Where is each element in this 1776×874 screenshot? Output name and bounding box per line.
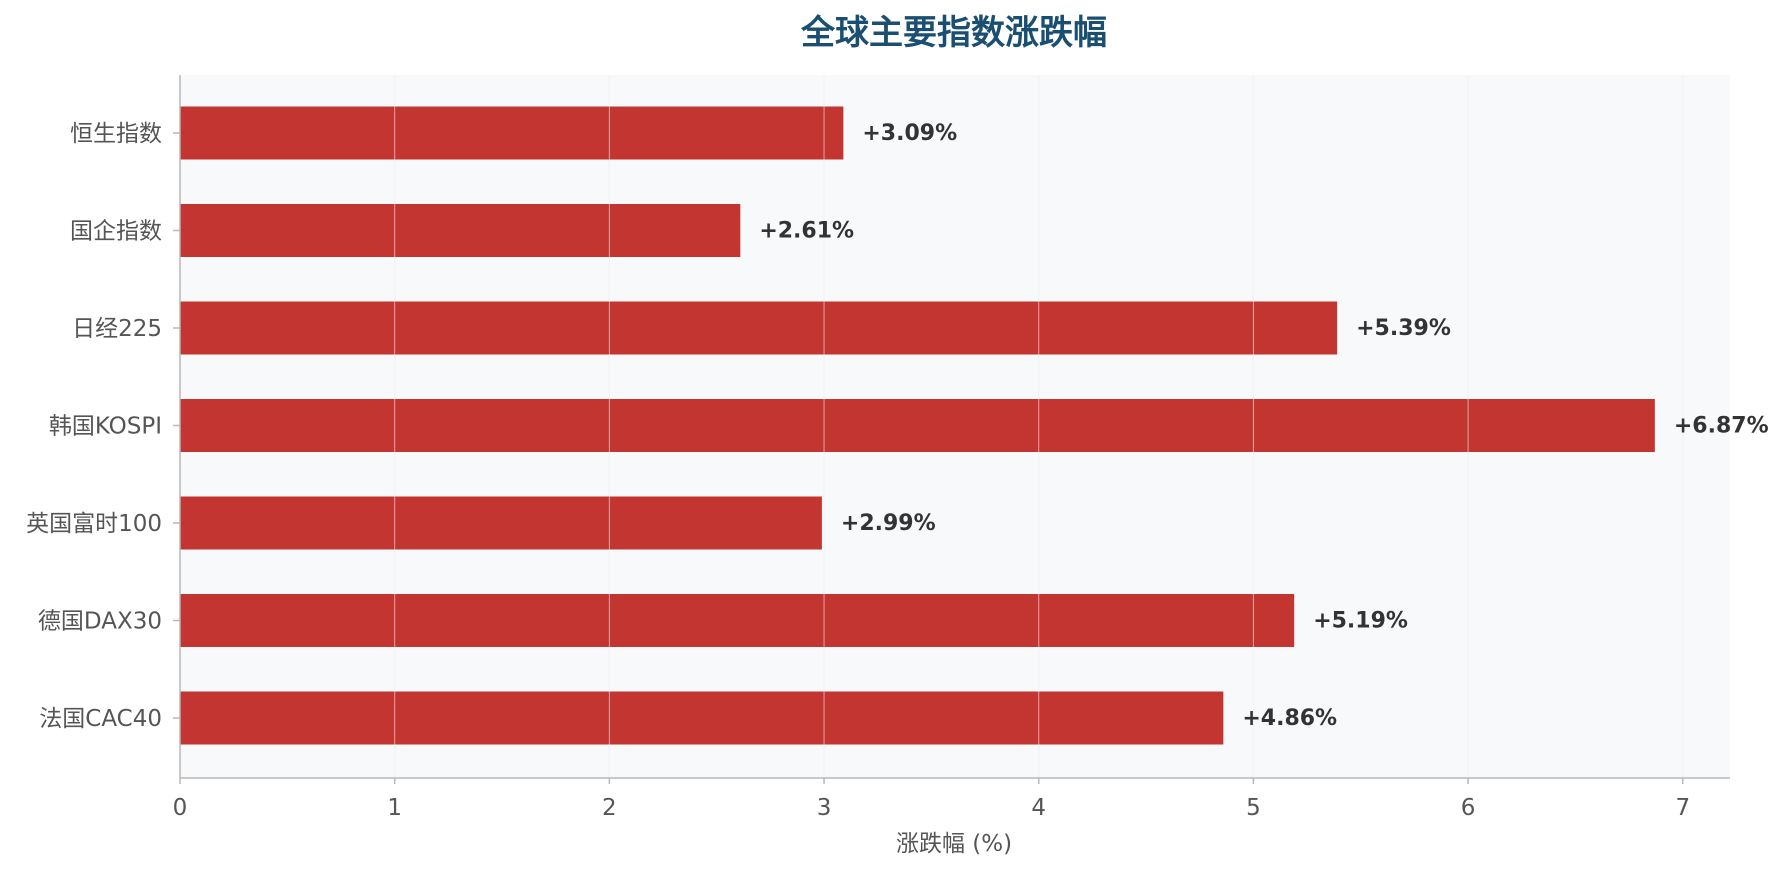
- y-tick-label: 法国CAC40: [39, 706, 162, 732]
- data-labels: +3.09% +2.61% +5.39% +6.87% +2.99% +5.19% +4.8…: [759, 121, 1768, 731]
- data-label: +6.87%: [1674, 414, 1769, 439]
- bar: [180, 691, 1224, 745]
- bar: [180, 399, 1655, 452]
- x-tick-label: 3: [817, 795, 832, 821]
- bar: [180, 594, 1295, 647]
- x-tick-label: 1: [387, 795, 402, 821]
- data-label: +5.19%: [1313, 609, 1408, 634]
- chart-title: 全球主要指数涨跌幅: [800, 13, 1107, 53]
- data-label: +2.99%: [841, 511, 936, 536]
- y-tick-label: 恒生指数: [70, 121, 162, 147]
- x-tick-label: 6: [1461, 795, 1476, 821]
- grid-lines-over-bars: [394, 75, 1684, 778]
- x-tick-labels: 0 1 2 3 4 5 6 7: [173, 778, 1690, 821]
- bar: [180, 106, 844, 160]
- x-tick-label: 4: [1031, 795, 1046, 821]
- y-tick-label: 国企指数: [70, 219, 162, 245]
- y-tick-label: 韩国KOSPI: [49, 414, 162, 440]
- bar: [180, 496, 822, 550]
- bar: [180, 204, 741, 257]
- data-label: +4.86%: [1242, 706, 1337, 731]
- data-label: +2.61%: [759, 219, 854, 244]
- y-tick-label: 英国富时100: [26, 511, 162, 537]
- x-tick-label: 7: [1675, 795, 1690, 821]
- bars: [180, 106, 1655, 745]
- y-tick-label: 德国DAX30: [38, 609, 162, 635]
- data-label: +5.39%: [1356, 316, 1451, 341]
- bar: [180, 301, 1338, 355]
- x-tick-label: 5: [1246, 795, 1261, 821]
- x-tick-label: 2: [602, 795, 617, 821]
- x-axis-label: 涨跌幅 (%): [896, 831, 1012, 857]
- data-label: +3.09%: [862, 121, 957, 146]
- y-tick-label: 日经225: [72, 316, 162, 342]
- x-tick-label: 0: [173, 795, 188, 821]
